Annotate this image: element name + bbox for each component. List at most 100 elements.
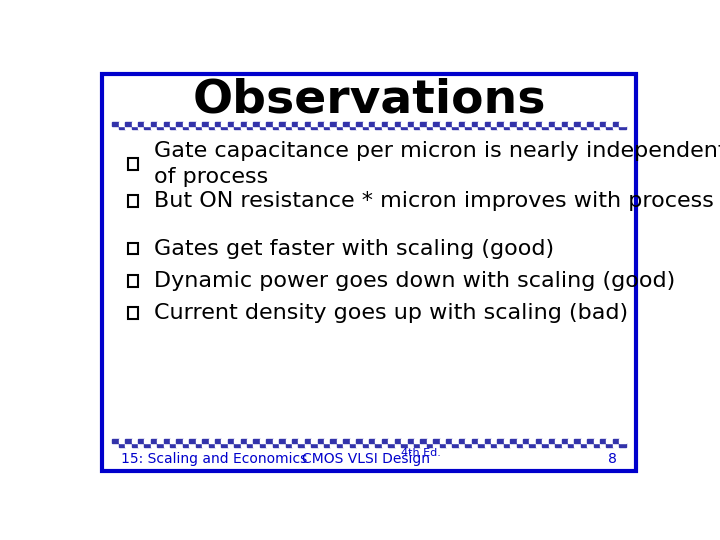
Bar xyxy=(324,443,330,447)
Bar xyxy=(196,443,202,447)
Bar xyxy=(266,122,273,125)
Bar xyxy=(485,125,491,129)
Bar xyxy=(132,125,138,129)
Bar xyxy=(222,443,228,447)
Bar xyxy=(542,122,549,125)
Bar xyxy=(337,443,343,447)
Bar xyxy=(446,122,452,125)
Bar xyxy=(150,125,157,129)
Bar xyxy=(369,122,375,125)
Bar xyxy=(196,439,202,443)
Bar xyxy=(222,125,228,129)
Bar xyxy=(209,439,215,443)
Bar xyxy=(401,443,408,447)
Bar xyxy=(408,443,414,447)
Bar xyxy=(125,443,132,447)
Bar xyxy=(266,439,273,443)
Bar xyxy=(588,439,593,443)
Bar xyxy=(318,439,324,443)
Bar xyxy=(170,443,176,447)
Bar xyxy=(549,443,555,447)
Bar xyxy=(440,125,446,129)
Bar xyxy=(549,439,555,443)
Bar xyxy=(298,443,305,447)
Bar xyxy=(452,443,459,447)
Text: Gate capacitance per micron is nearly independent
of process: Gate capacitance per micron is nearly in… xyxy=(154,141,720,186)
Bar xyxy=(170,122,176,125)
Bar xyxy=(247,439,253,443)
Bar xyxy=(189,439,196,443)
Bar xyxy=(606,122,613,125)
Bar xyxy=(305,443,311,447)
Bar xyxy=(286,443,292,447)
Bar xyxy=(176,443,183,447)
Bar xyxy=(555,439,562,443)
Bar xyxy=(189,125,196,129)
FancyBboxPatch shape xyxy=(102,74,636,471)
Bar xyxy=(112,125,119,129)
Bar xyxy=(619,122,626,125)
Bar xyxy=(440,443,446,447)
Bar xyxy=(452,122,459,125)
Bar xyxy=(478,443,485,447)
Bar xyxy=(157,122,163,125)
Text: Observations: Observations xyxy=(192,78,546,123)
Bar xyxy=(600,439,606,443)
Bar xyxy=(286,439,292,443)
Bar xyxy=(234,125,240,129)
Bar xyxy=(253,439,260,443)
Bar xyxy=(157,125,163,129)
Bar xyxy=(452,125,459,129)
Bar xyxy=(388,439,395,443)
Bar xyxy=(485,439,491,443)
Bar xyxy=(343,125,350,129)
Bar xyxy=(414,439,420,443)
Bar xyxy=(196,125,202,129)
Text: CMOS VLSI Design: CMOS VLSI Design xyxy=(302,452,430,466)
Bar xyxy=(215,125,222,129)
Bar xyxy=(498,443,504,447)
Bar xyxy=(119,125,125,129)
Bar xyxy=(279,122,286,125)
Bar xyxy=(234,443,240,447)
FancyBboxPatch shape xyxy=(128,195,138,207)
Bar xyxy=(209,125,215,129)
Bar xyxy=(420,122,427,125)
Bar xyxy=(619,125,626,129)
Bar xyxy=(260,122,266,125)
Bar xyxy=(472,122,478,125)
Bar xyxy=(613,443,619,447)
Bar xyxy=(536,122,542,125)
Bar xyxy=(562,443,568,447)
Bar xyxy=(465,443,472,447)
Bar xyxy=(414,125,420,129)
Bar xyxy=(375,443,382,447)
Bar xyxy=(292,125,298,129)
Bar xyxy=(138,439,145,443)
Bar xyxy=(119,443,125,447)
Bar xyxy=(145,443,150,447)
Bar xyxy=(119,122,125,125)
Bar xyxy=(286,122,292,125)
Bar xyxy=(536,439,542,443)
Text: Gates get faster with scaling (good): Gates get faster with scaling (good) xyxy=(154,239,554,259)
Bar xyxy=(382,122,388,125)
Text: 8: 8 xyxy=(608,452,617,466)
Bar xyxy=(247,443,253,447)
Bar xyxy=(593,439,600,443)
Bar xyxy=(568,439,575,443)
Bar xyxy=(523,439,529,443)
Text: But ON resistance * micron improves with process: But ON resistance * micron improves with… xyxy=(154,191,714,211)
Bar xyxy=(356,443,363,447)
Bar xyxy=(593,125,600,129)
Bar xyxy=(542,125,549,129)
Bar xyxy=(337,125,343,129)
Bar xyxy=(446,439,452,443)
Bar xyxy=(350,125,356,129)
Bar xyxy=(529,439,536,443)
Bar xyxy=(613,125,619,129)
Bar xyxy=(516,439,523,443)
Bar xyxy=(395,443,401,447)
Bar xyxy=(176,122,183,125)
Bar xyxy=(562,439,568,443)
